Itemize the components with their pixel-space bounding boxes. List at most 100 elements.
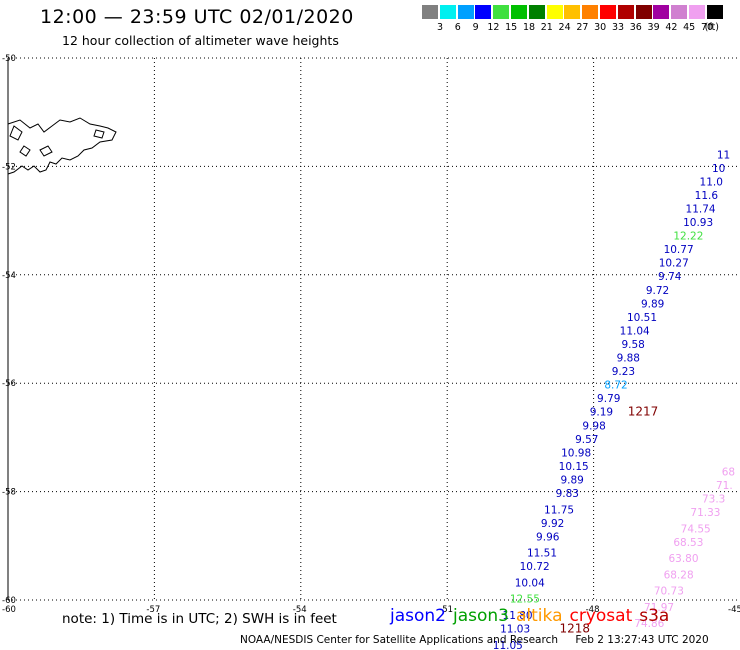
lon-tick-label: -60 xyxy=(2,605,16,615)
scale-swatch xyxy=(653,5,670,19)
swh-observation-label: 70.73 xyxy=(654,586,684,598)
satellite-legend-s3a: s3a xyxy=(639,606,670,626)
swh-observation-label: 68.28 xyxy=(664,569,694,581)
swh-observation-label: 9.58 xyxy=(621,339,644,351)
scale-label: 42 xyxy=(665,22,678,33)
swh-observation-label: 11.04 xyxy=(620,325,650,337)
swh-observation-label: 9.72 xyxy=(646,285,669,297)
swh-observation-label: 11.0 xyxy=(700,176,723,188)
swh-observation-label: 68 xyxy=(722,466,735,478)
swh-observation-label: 9.89 xyxy=(641,298,664,310)
swh-observation-label: 10.04 xyxy=(515,577,545,589)
swh-observation-label: 9.19 xyxy=(590,407,613,419)
coastline xyxy=(7,117,117,175)
swh-observation-label: 9.79 xyxy=(597,393,620,405)
swh-observation-label: 74.86 xyxy=(634,618,664,630)
swh-observation-label: 9.23 xyxy=(612,366,635,378)
swh-observation-label: 11.03 xyxy=(500,624,530,636)
scale-unit: (ft) xyxy=(704,22,719,33)
scale-swatch xyxy=(422,5,438,19)
scale-label: 18 xyxy=(522,22,536,33)
swh-observation-label: 9.74 xyxy=(658,271,682,283)
swh-observation-label: 11.80 xyxy=(503,610,533,622)
footer-credit: NOAA/NESDIS Center for Satellite Applica… xyxy=(240,634,558,646)
swh-observation-label: 9.83 xyxy=(556,488,579,500)
scale-swatch xyxy=(600,5,616,19)
satellite-legend-altika: altika xyxy=(516,606,563,626)
scale-label: 15 xyxy=(505,22,518,33)
swh-observation-label: 9.88 xyxy=(617,353,640,365)
lon-tick-label: -45 xyxy=(728,605,740,615)
swh-observation-label: 9.89 xyxy=(560,474,583,486)
swh-observation-label: 11.6 xyxy=(695,190,719,202)
footer-timestamp: Feb 2 13:27:43 UTC 2020 xyxy=(575,634,709,646)
swh-observation-label: 74.55 xyxy=(681,523,711,535)
lat-tick-label: -56 xyxy=(2,379,16,389)
page-title: 12:00 — 23:59 UTC 02/01/2020 xyxy=(40,6,354,28)
swh-observation-label: 10.15 xyxy=(559,461,589,473)
swh-observation-label: 12.22 xyxy=(673,231,703,243)
scale-swatch xyxy=(671,5,688,19)
scale-swatch xyxy=(689,5,705,19)
scale-swatch xyxy=(635,5,652,19)
scale-label: 24 xyxy=(558,22,571,33)
scale-label: 9 xyxy=(472,22,479,33)
page-subtitle: 12 hour collection of altimeter wave hei… xyxy=(62,33,339,48)
swh-observation-label: 10.72 xyxy=(520,561,550,573)
swh-observation-label: 71.33 xyxy=(690,507,720,519)
lat-tick-label: -60 xyxy=(2,596,16,606)
swh-observation-label: 71. xyxy=(716,480,733,492)
swh-observation-label: 10.98 xyxy=(561,447,591,459)
scale-label: 27 xyxy=(576,22,589,33)
satellite-legend-cryosat: cryosat xyxy=(569,606,633,626)
swh-observation-label: 10.51 xyxy=(627,312,657,324)
scale-swatch xyxy=(617,5,634,19)
swh-observation-label: 73.3 xyxy=(702,493,725,505)
swh-observation-label: 11.74 xyxy=(686,203,716,215)
swh-observation-label: 63.80 xyxy=(668,553,698,565)
lon-tick-label: -48 xyxy=(586,605,600,615)
swh-observation-label: 9.98 xyxy=(582,420,605,432)
swh-observation-label: 11.51 xyxy=(527,548,557,560)
swh-observation-label: 71.97 xyxy=(644,602,674,614)
scale-label: 33 xyxy=(611,22,625,33)
footer: NOAA/NESDIS Center for Satellite Applica… xyxy=(240,634,709,646)
swh-observation-label: 10.93 xyxy=(683,217,713,229)
scale-swatch xyxy=(706,5,723,19)
swh-observation-label: 10.77 xyxy=(664,244,694,256)
swh-observation-label: 9.92 xyxy=(541,518,564,530)
time-mark-label: 1218 xyxy=(559,622,590,636)
scale-label: 6 xyxy=(454,22,461,33)
scale-label: 36 xyxy=(629,22,642,33)
lon-tick-label: -57 xyxy=(146,605,160,615)
swh-observation-label: 11 xyxy=(717,149,730,161)
scale-swatch xyxy=(493,5,510,19)
scale-swatch xyxy=(546,5,563,19)
note-text: note: 1) Time is in UTC; 2) SWH is in fe… xyxy=(62,611,337,627)
satellite-legend-jason2: jason2 xyxy=(390,606,446,626)
lon-tick-label: -51 xyxy=(439,605,453,615)
scale-swatch xyxy=(511,5,527,19)
swh-observation-label: 8.72 xyxy=(604,380,627,392)
swh-observation-label: 9.57 xyxy=(575,434,598,446)
scale-label: 45 xyxy=(683,22,696,33)
lat-tick-label: -50 xyxy=(2,54,16,64)
scale-label: 3 xyxy=(436,22,444,33)
scale-label: 12 xyxy=(487,22,500,33)
swh-observation-label: 11.75 xyxy=(544,504,574,516)
swh-observation-label: 68.53 xyxy=(673,537,703,549)
scale-swatch xyxy=(528,5,545,19)
satellite-legend: jason2 jason3 altika cryosat s3a xyxy=(390,606,676,626)
time-mark-label: 1217 xyxy=(628,405,659,419)
swh-observation-label: 10 xyxy=(712,163,725,175)
satellite-legend-jason3: jason3 xyxy=(453,606,509,626)
scale-swatch xyxy=(457,5,474,19)
scale-label: 70 xyxy=(700,22,714,33)
scale-label: 30 xyxy=(594,22,607,33)
lat-tick-label: -58 xyxy=(2,488,16,498)
swh-observation-label: 9.96 xyxy=(536,531,560,543)
scale-swatch xyxy=(475,5,492,19)
lat-tick-label: -52 xyxy=(2,162,16,172)
scale-label: 39 xyxy=(647,22,660,33)
scale-swatch xyxy=(582,5,599,19)
